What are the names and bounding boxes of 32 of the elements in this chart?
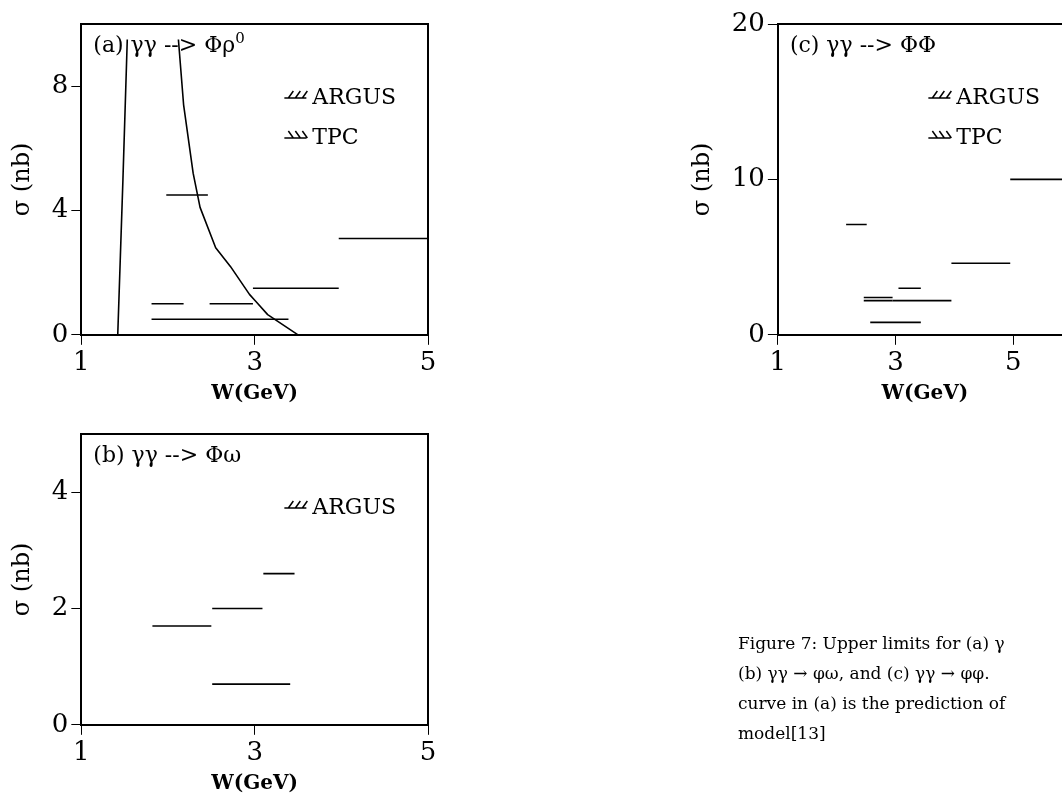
x-axis-title: W(GeV): [880, 380, 969, 405]
x-tick-label: 5: [419, 736, 437, 767]
x-tick-label: 3: [887, 346, 904, 377]
caption: Figure 7: Upper limits for (a) γ (b) γγ → φω, and (c) γγ → φφ. curve in (a) is the prediction of model[13]: [738, 632, 1008, 745]
chart-title: (b) γγ --> Φω: [93, 442, 242, 467]
legend-label: ARGUS: [311, 84, 396, 109]
y-tick-label: 8: [51, 68, 69, 99]
y-tick-label: 10: [731, 162, 765, 193]
y-tick-label: 0: [51, 707, 69, 738]
x-tick-label: 3: [246, 736, 263, 767]
x-tick-label: 5: [419, 346, 437, 377]
y-axis-title: σ (nb): [6, 142, 35, 217]
x-tick-label: 1: [769, 346, 787, 377]
x-tick-label: 1: [73, 346, 90, 377]
legend-label: ARGUS: [955, 84, 1040, 109]
x-tick-label: 3: [246, 346, 263, 377]
legend-label: ARGUS: [311, 494, 396, 519]
y-tick-label: 4: [51, 193, 69, 224]
y-tick-label: 0: [748, 317, 765, 348]
y-tick-label: 20: [731, 6, 765, 37]
y-axis-title: σ (nb): [6, 542, 35, 617]
y-axis-title: σ (nb): [686, 142, 715, 217]
x-tick-label: 1: [73, 736, 90, 767]
y-tick-label: 0: [51, 317, 69, 348]
y-tick-label: 4: [51, 474, 69, 505]
legend-label: TPC: [312, 124, 359, 149]
x-tick-label: 5: [1004, 346, 1022, 377]
chart-title: (c) γγ --> ΦΦ: [789, 32, 937, 57]
x-axis-title: W(GeV): [210, 380, 299, 405]
y-tick-label: 2: [51, 591, 69, 622]
x-axis-title: W(GeV): [210, 770, 299, 795]
legend-label: TPC: [956, 124, 1003, 149]
